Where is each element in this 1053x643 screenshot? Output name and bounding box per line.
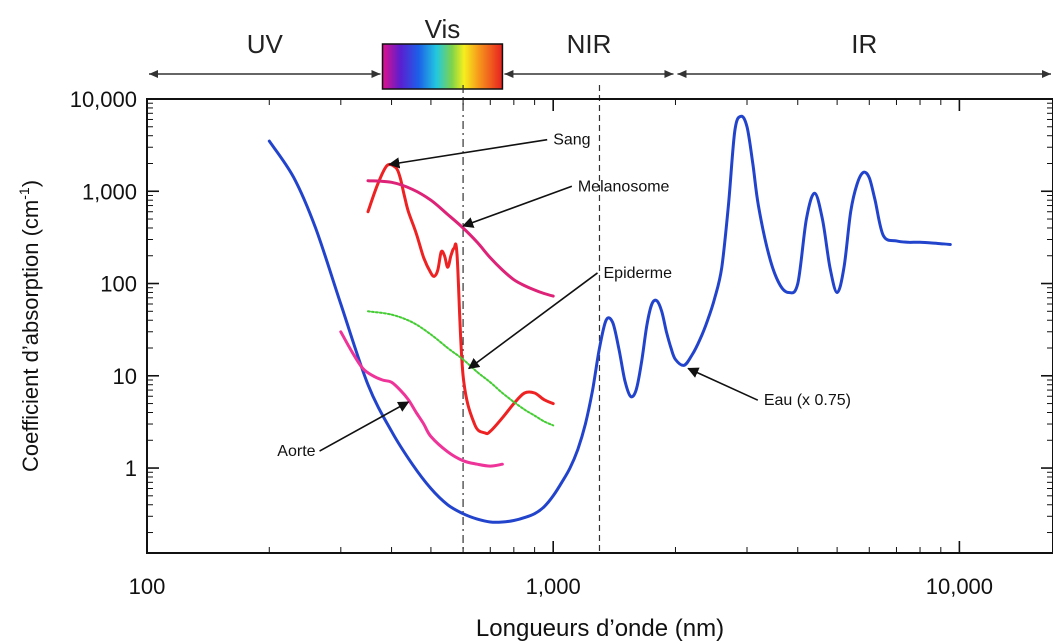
y-tick-label-1-000: 1,000 xyxy=(82,179,137,204)
band-label-uv: UV xyxy=(247,29,284,59)
band-arrowhead-right-ir xyxy=(1042,70,1051,78)
y-axis-title: Coefficient d’absorption (cm-1) xyxy=(16,180,43,472)
axes xyxy=(146,98,1053,554)
band-arrowhead-right-uv xyxy=(371,70,381,78)
plot-frame xyxy=(146,98,1053,554)
series-lines xyxy=(267,114,952,524)
annotation-label-melanosome: Melanosome xyxy=(578,178,670,195)
series-line-sang xyxy=(366,162,555,436)
y-axis-title-tail: ) xyxy=(18,180,43,187)
band-label-ir: IR xyxy=(851,29,877,59)
annotation-label-epiderme: Epiderme xyxy=(604,265,673,282)
y-axis-title-main: Coefficient d’absorption (cm xyxy=(18,200,43,472)
y-tick-label-100: 100 xyxy=(100,272,137,297)
band-label-nir: NIR xyxy=(567,29,612,59)
annotation-arrow-melanosome xyxy=(462,185,573,228)
spectrum-bands: UV Vis NIR IR xyxy=(149,14,1051,90)
band-vis-spectrum-bar xyxy=(381,43,504,90)
annotations: Sang Melanosome Epiderme Eau (x 0.75) Aorte xyxy=(277,132,851,460)
band-arrowhead-left-uv xyxy=(149,70,158,78)
annotation-arrow-sang xyxy=(388,138,548,169)
y-tick-label-1: 1 xyxy=(125,456,137,481)
annotation-label-eau-x-0-75: Eau (x 0.75) xyxy=(764,392,851,409)
annotation-label-sang: Sang xyxy=(553,132,590,149)
series-line-eau-x-0-75 xyxy=(267,114,952,524)
annotation-label-aorte: Aorte xyxy=(277,443,315,460)
band-arrowhead-left-ir xyxy=(677,70,687,78)
band-label-vis: Vis xyxy=(425,14,461,44)
x-axis-title: Longueurs d’onde (nm) xyxy=(476,615,724,642)
series-line-epiderme xyxy=(367,310,555,427)
axis-ticks: 1 10 100 1,000 10,000 100 1,000 10,000 xyxy=(70,87,1053,599)
series-line-melanosome xyxy=(366,179,555,298)
band-arrowhead-left-nir xyxy=(504,70,514,78)
x-tick-label-1-000: 1,000 xyxy=(526,574,581,599)
reference-lines xyxy=(462,85,601,553)
series-line-aorte xyxy=(339,330,504,468)
annotation-arrow-aorte xyxy=(319,401,410,452)
annotation-arrow-eau-x-0-75 xyxy=(687,367,759,401)
y-tick-label-10-000: 10,000 xyxy=(70,87,137,112)
x-tick-label-100: 100 xyxy=(129,574,166,599)
x-tick-label-10-000: 10,000 xyxy=(926,574,993,599)
y-tick-label-10: 10 xyxy=(113,364,137,389)
y-axis-title-sup: -1 xyxy=(16,187,32,200)
annotation-arrow-epiderme xyxy=(467,272,598,370)
band-arrowhead-right-nir xyxy=(664,70,674,78)
